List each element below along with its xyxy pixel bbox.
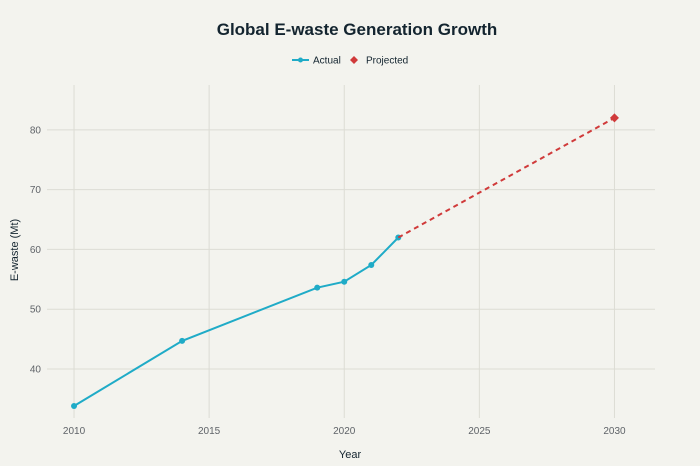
data-point-actual[interactable] — [341, 278, 348, 285]
x-axis-label: Year — [339, 449, 362, 461]
x-tick-label: 2030 — [603, 426, 626, 437]
x-tick-label: 2015 — [198, 426, 221, 437]
series — [71, 113, 619, 410]
y-tick-label: 40 — [30, 364, 42, 375]
y-axis-label: E-waste (Mt) — [9, 219, 21, 281]
legend-projected-marker — [350, 56, 358, 64]
y-tick-label: 50 — [30, 305, 42, 316]
y-tick-label: 60 — [30, 245, 42, 256]
grid — [47, 85, 655, 418]
data-point-actual[interactable] — [314, 284, 321, 291]
x-tick-label: 2020 — [333, 426, 356, 437]
legend-actual-marker — [298, 57, 303, 63]
chart-title: Global E-waste Generation Growth — [217, 20, 498, 39]
legend-actual-label[interactable]: Actual — [313, 56, 341, 67]
series-line-projected — [397, 117, 615, 239]
series-line-actual — [73, 236, 400, 407]
tick-labels: 2010 2015 2020 2025 2030 40 50 60 70 80 — [30, 125, 626, 437]
data-point-actual[interactable] — [368, 261, 375, 268]
y-tick-label: 70 — [30, 185, 42, 196]
data-point-projected[interactable] — [609, 113, 619, 123]
x-tick-label: 2010 — [63, 426, 86, 437]
legend-projected-label[interactable]: Projected — [366, 56, 408, 67]
data-point-actual[interactable] — [179, 337, 186, 344]
data-point-actual[interactable] — [71, 403, 78, 410]
x-tick-label: 2025 — [468, 426, 491, 437]
y-tick-label: 80 — [30, 125, 42, 136]
legend: Actual Projected — [292, 56, 408, 67]
